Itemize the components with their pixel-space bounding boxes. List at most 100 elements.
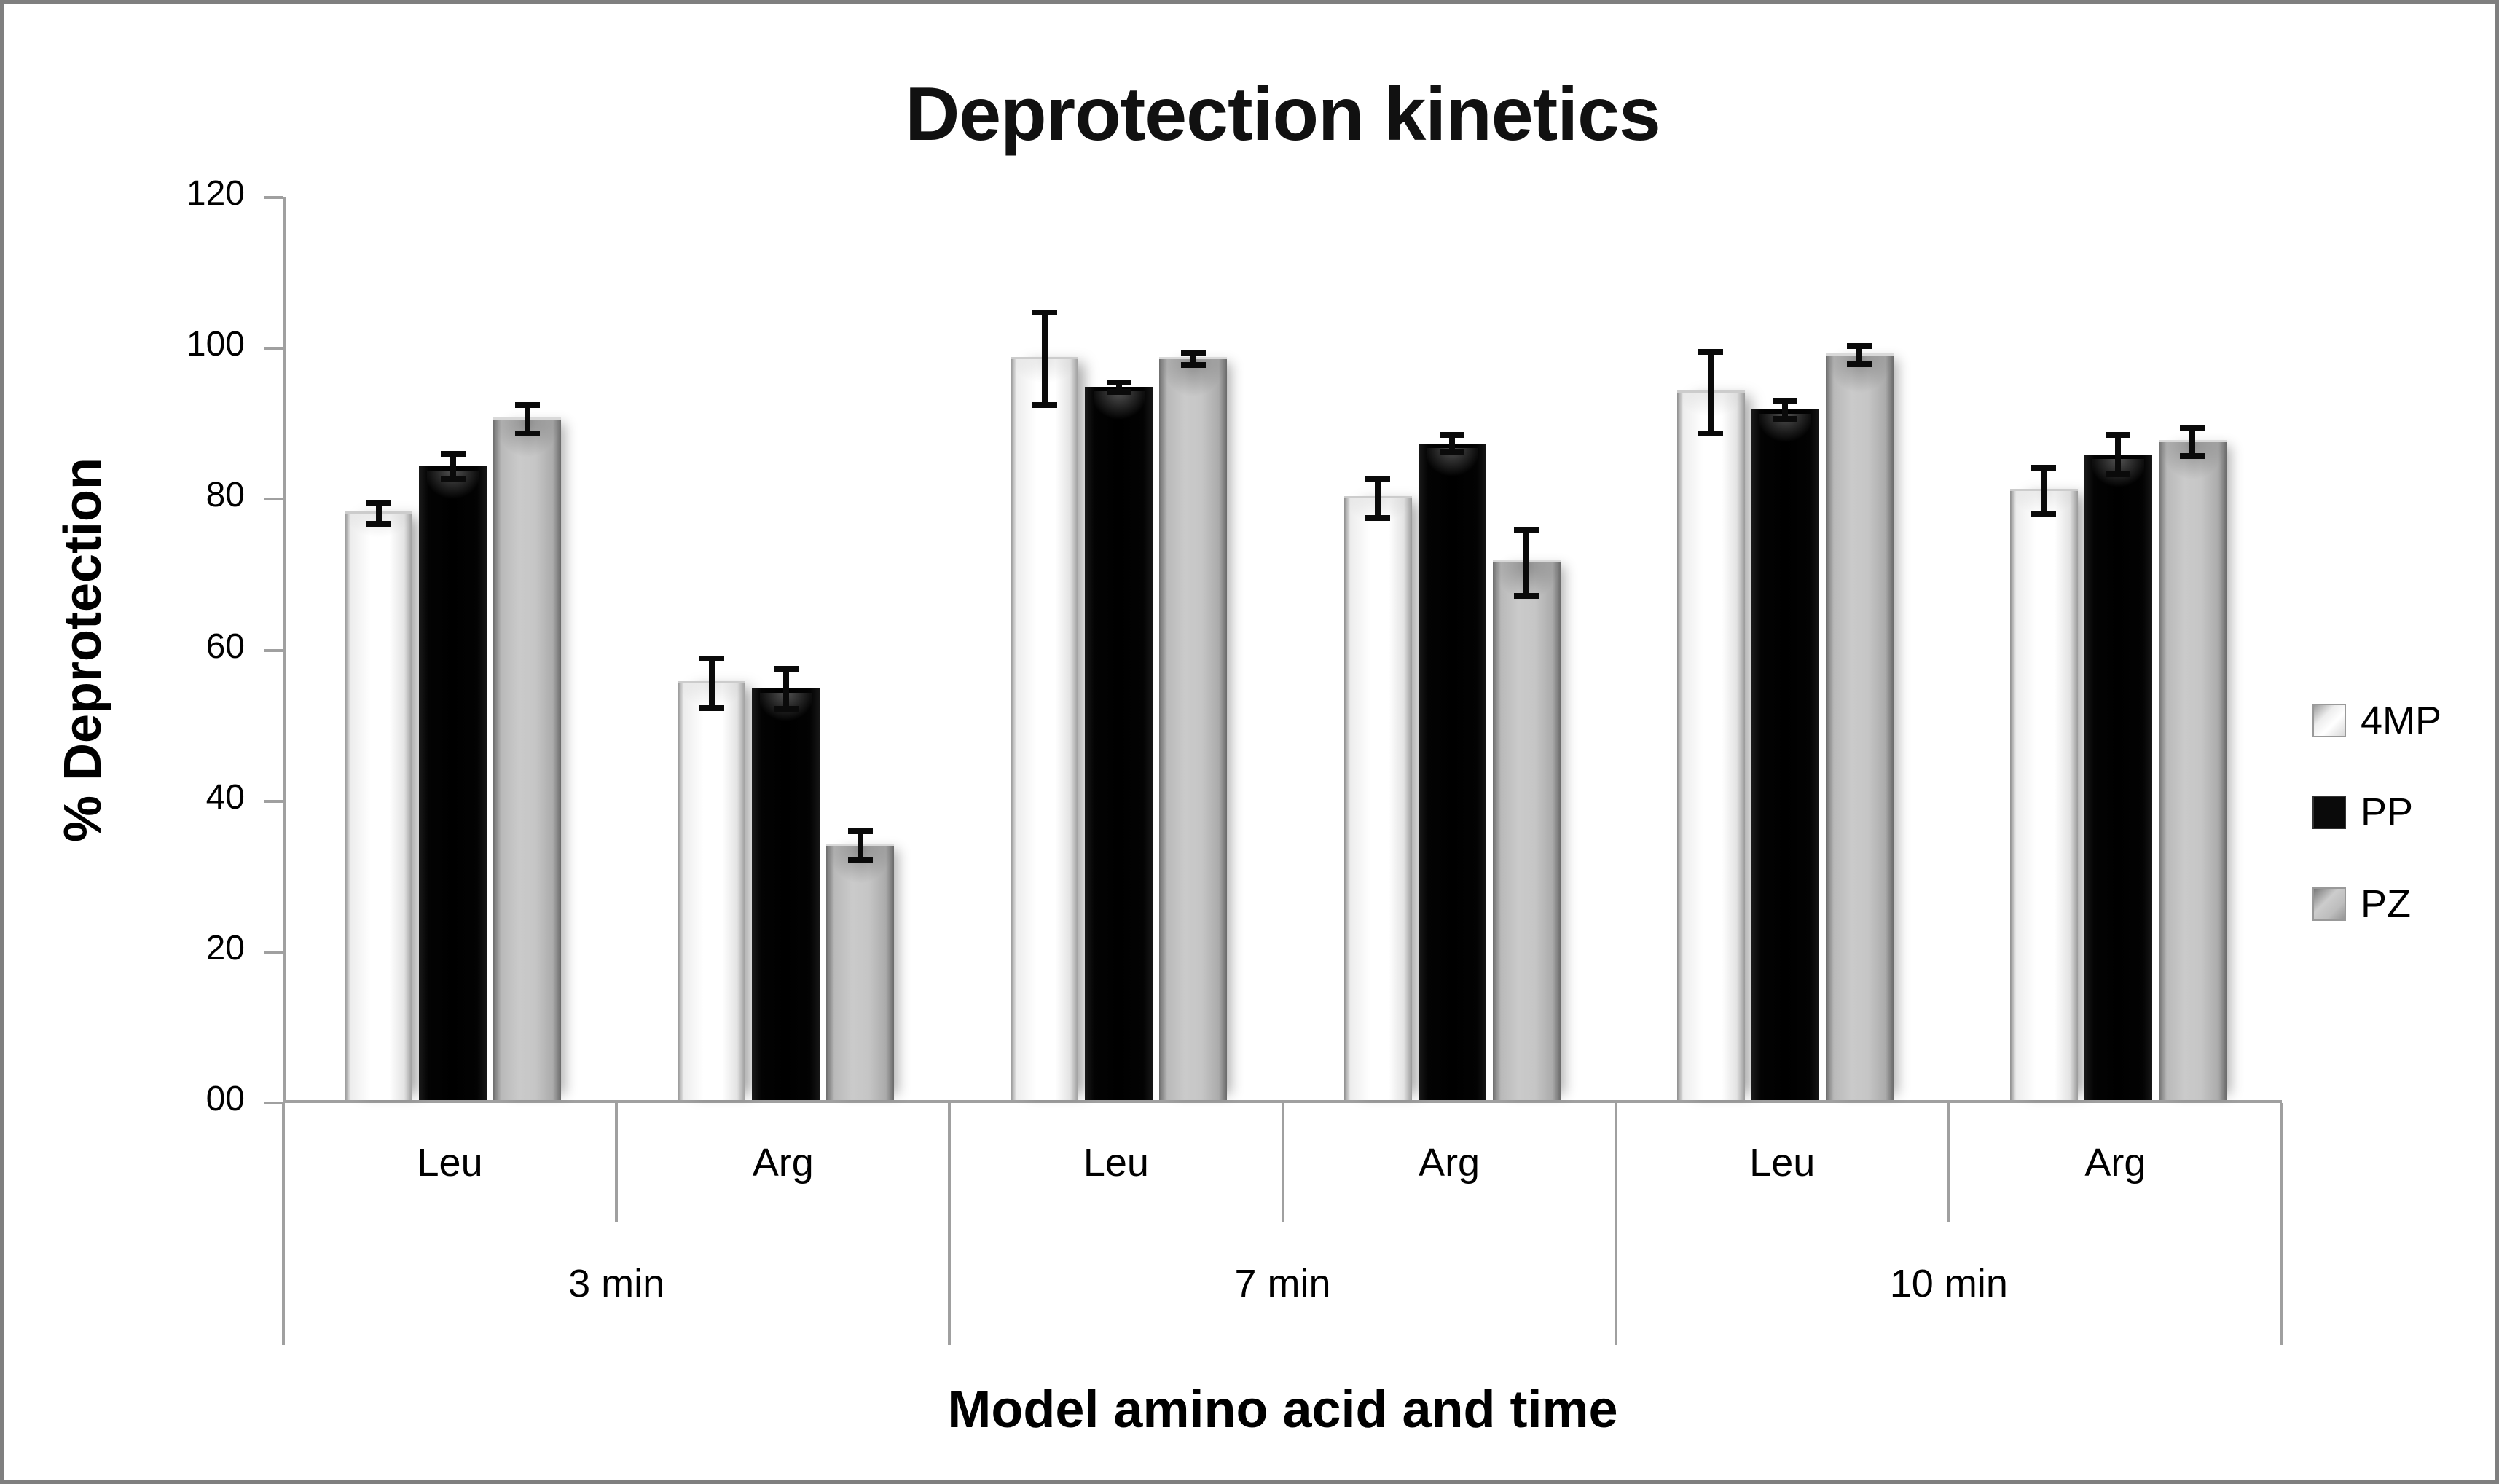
error-bar bbox=[773, 666, 799, 712]
bar-4mp bbox=[1343, 476, 1412, 1100]
category-separator-line bbox=[615, 1103, 619, 1222]
error-bar-cap-top bbox=[773, 666, 799, 672]
y-axis-tick-mark bbox=[264, 799, 283, 803]
error-bar-cap-bottom bbox=[1514, 593, 1539, 600]
error-bar-cap-bottom bbox=[1365, 515, 1391, 522]
error-bar-line bbox=[2115, 432, 2122, 478]
amino-acid-label: Leu bbox=[1749, 1141, 1816, 1185]
bar-4mp bbox=[1676, 349, 1745, 1100]
bar-4mp bbox=[678, 655, 746, 1100]
category-cell bbox=[1619, 197, 1952, 1100]
error-bar bbox=[1032, 310, 1057, 409]
error-bar-cap-bottom bbox=[2180, 453, 2205, 460]
y-axis-tick-mark bbox=[264, 498, 283, 501]
time-group-label: 7 min bbox=[1234, 1262, 1331, 1306]
time-group-label: 10 min bbox=[1889, 1262, 2008, 1306]
y-axis-tick-label: 100 bbox=[186, 325, 245, 364]
error-bar-cap-top bbox=[699, 655, 724, 661]
error-bar-cap-top bbox=[1180, 350, 1206, 356]
group-separator-line bbox=[282, 1103, 285, 1345]
error-bar bbox=[1698, 349, 1724, 437]
amino-acid-label: Arg bbox=[1419, 1141, 1480, 1185]
error-bar bbox=[699, 655, 724, 712]
amino-acid-label: Leu bbox=[1083, 1141, 1149, 1185]
error-bar bbox=[514, 401, 540, 437]
bar-4mp bbox=[345, 500, 413, 1100]
error-bar-line bbox=[2189, 424, 2196, 460]
error-bar-line bbox=[1523, 526, 1530, 600]
error-bar bbox=[1106, 379, 1131, 395]
x-axis-title: Model amino acid and time bbox=[947, 1381, 1618, 1439]
error-bar-cap-bottom bbox=[1032, 402, 1057, 409]
bar-pz bbox=[1492, 526, 1561, 1100]
legend-item-pz: PZ bbox=[2312, 882, 2441, 927]
bar-pp bbox=[752, 666, 820, 1100]
bar-pz bbox=[2158, 424, 2227, 1100]
error-bar-line bbox=[450, 451, 456, 482]
error-bar-line bbox=[1115, 379, 1122, 395]
category-cell bbox=[952, 197, 1285, 1100]
category-cell bbox=[286, 197, 619, 1100]
bar-4mp bbox=[2009, 464, 2078, 1100]
time-group-label: 3 min bbox=[568, 1262, 665, 1306]
error-bar-cap-bottom bbox=[1773, 415, 1798, 422]
legend-swatch-4mp bbox=[2312, 704, 2346, 737]
category-cell bbox=[619, 197, 952, 1100]
error-bar-cap-top bbox=[1847, 342, 1872, 349]
error-bar-cap-top bbox=[366, 500, 391, 507]
error-bar-cap-bottom bbox=[1847, 361, 1872, 368]
category-separator-line bbox=[1281, 1103, 1284, 1222]
error-bar bbox=[2106, 432, 2131, 478]
error-bar bbox=[847, 828, 873, 863]
error-bar-line bbox=[1449, 432, 1456, 455]
y-axis-tick-label: 20 bbox=[205, 928, 245, 967]
error-bar-cap-bottom bbox=[699, 705, 724, 712]
error-bar-cap-top bbox=[2180, 424, 2205, 431]
error-bar-cap-top bbox=[1032, 310, 1057, 316]
error-bar-cap-top bbox=[440, 451, 466, 458]
bar-pp bbox=[419, 451, 487, 1100]
bar-pz bbox=[826, 828, 895, 1100]
error-bar-line bbox=[1041, 310, 1048, 409]
error-bar-line bbox=[2041, 464, 2047, 518]
error-bar-line bbox=[782, 666, 789, 712]
legend: 4MP PP PZ bbox=[2312, 698, 2441, 927]
error-bar bbox=[1180, 350, 1206, 369]
amino-acid-label: Arg bbox=[752, 1141, 814, 1185]
error-bar-line bbox=[708, 655, 715, 712]
bar-pz bbox=[1159, 350, 1228, 1100]
y-axis-tick-label: 40 bbox=[205, 777, 245, 817]
error-bar-line bbox=[857, 828, 863, 863]
bar-pp bbox=[2084, 432, 2152, 1100]
error-bar-cap-top bbox=[1514, 526, 1539, 533]
error-bar bbox=[1847, 342, 1872, 368]
error-bar bbox=[2031, 464, 2057, 518]
group-separator-line bbox=[948, 1103, 952, 1345]
y-axis-tick-label: 120 bbox=[186, 174, 245, 213]
y-axis-tick-label: 80 bbox=[205, 476, 245, 515]
error-bar-line bbox=[524, 401, 530, 437]
error-bar-cap-top bbox=[1106, 379, 1131, 385]
error-bar-line bbox=[375, 500, 382, 527]
error-bar-cap-top bbox=[1440, 432, 1465, 439]
error-bar-cap-top bbox=[1773, 397, 1798, 404]
chart-title: Deprotection kinetics bbox=[905, 72, 1661, 157]
error-bar-cap-top bbox=[2031, 464, 2057, 471]
group-separator-line bbox=[1614, 1103, 1617, 1345]
legend-item-pp: PP bbox=[2312, 790, 2441, 835]
y-axis-tick-mark bbox=[264, 347, 283, 350]
y-axis-tick-mark bbox=[264, 1102, 283, 1104]
bar-pp bbox=[1751, 397, 1819, 1100]
legend-item-4mp: 4MP bbox=[2312, 698, 2441, 743]
error-bar-line bbox=[1375, 476, 1381, 522]
group-separator-line bbox=[2280, 1103, 2283, 1345]
y-axis-tick-label: 00 bbox=[205, 1080, 245, 1118]
error-bar-cap-top bbox=[1698, 349, 1724, 356]
error-bar bbox=[440, 451, 466, 482]
legend-swatch-pz bbox=[2312, 887, 2346, 921]
y-axis-tick-mark bbox=[264, 950, 283, 954]
bar-pz bbox=[493, 401, 562, 1100]
error-bar-cap-top bbox=[847, 828, 873, 835]
plot-area bbox=[283, 197, 2282, 1103]
